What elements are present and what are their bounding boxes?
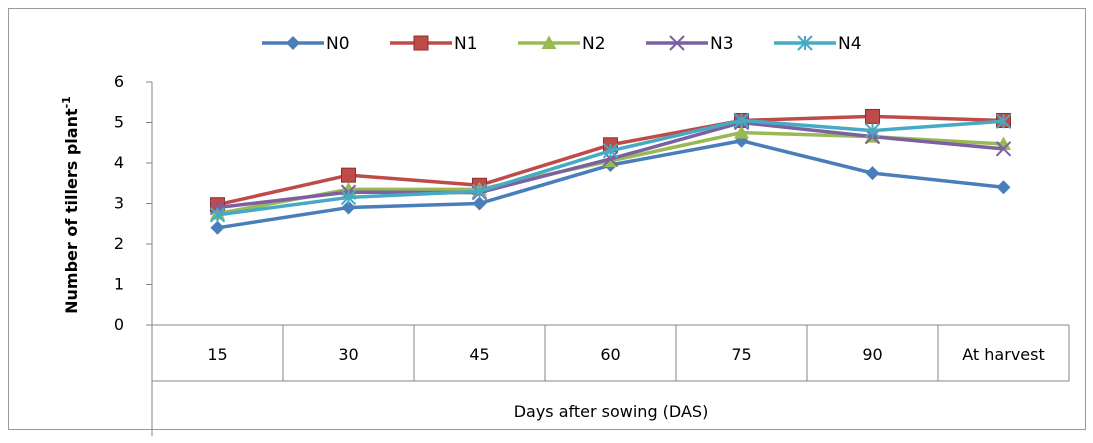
data-point-n4 [864, 122, 881, 139]
legend-item-n4: N4 [774, 34, 862, 54]
legend-label: N0 [326, 34, 350, 54]
legend-marker [413, 35, 429, 51]
legend-marker [669, 35, 685, 51]
legend-marker [541, 35, 557, 49]
data-point-n3 [209, 199, 226, 216]
data-point-n3 [995, 141, 1012, 157]
legend-item-n1: N1 [390, 34, 478, 54]
x-tick-label: 60 [600, 345, 620, 364]
y-tick-label: 4 [114, 153, 124, 172]
y-axis-title-superscript: -1 [60, 96, 73, 108]
y-tick-label: 3 [114, 194, 124, 213]
y-axis-title: Number of tillers plant-1 [60, 96, 81, 314]
data-point-n4 [471, 183, 488, 200]
data-point-n0 [472, 196, 487, 211]
data-point-n4 [733, 112, 750, 129]
x-tick-label: At harvest [962, 345, 1044, 364]
x-tick-label: 75 [731, 345, 751, 364]
legend-marker [797, 35, 813, 51]
legend-item-n3: N3 [646, 34, 734, 54]
y-tick-label: 6 [114, 72, 124, 91]
legend-label: N2 [582, 34, 606, 54]
y-tick-label: 2 [114, 234, 124, 253]
data-point-n0 [210, 220, 225, 235]
data-point-n1 [341, 167, 356, 183]
data-point-n4 [340, 189, 357, 206]
data-point-n4 [995, 113, 1012, 129]
chart-border [8, 8, 1086, 430]
y-tick-label: 1 [114, 275, 124, 294]
y-axis-title-text: Number of tillers plant [62, 108, 81, 314]
legend-item-n2: N2 [518, 34, 606, 54]
y-tick-label: 5 [114, 113, 124, 132]
legend-label: N4 [838, 34, 862, 54]
data-point-n2 [996, 136, 1011, 150]
x-tick-label: 15 [207, 345, 227, 364]
legend-label: N1 [454, 34, 478, 54]
x-tick-label: 45 [469, 345, 489, 364]
x-tick-label: 90 [862, 345, 882, 364]
x-axis-title: Days after sowing (DAS) [514, 402, 709, 421]
series-n4 [209, 112, 1012, 223]
legend-item-n0: N0 [262, 34, 350, 54]
y-tick-label: 0 [114, 315, 124, 334]
legend-marker [286, 36, 300, 50]
data-point-n0 [341, 200, 356, 215]
data-point-n4 [209, 207, 226, 223]
data-point-n2 [734, 125, 749, 139]
data-point-n1 [865, 108, 880, 124]
data-point-n0 [996, 180, 1011, 195]
data-point-n0 [865, 166, 880, 181]
data-point-n4 [602, 143, 619, 159]
x-tick-label: 30 [338, 345, 358, 364]
legend-label: N3 [710, 34, 734, 54]
